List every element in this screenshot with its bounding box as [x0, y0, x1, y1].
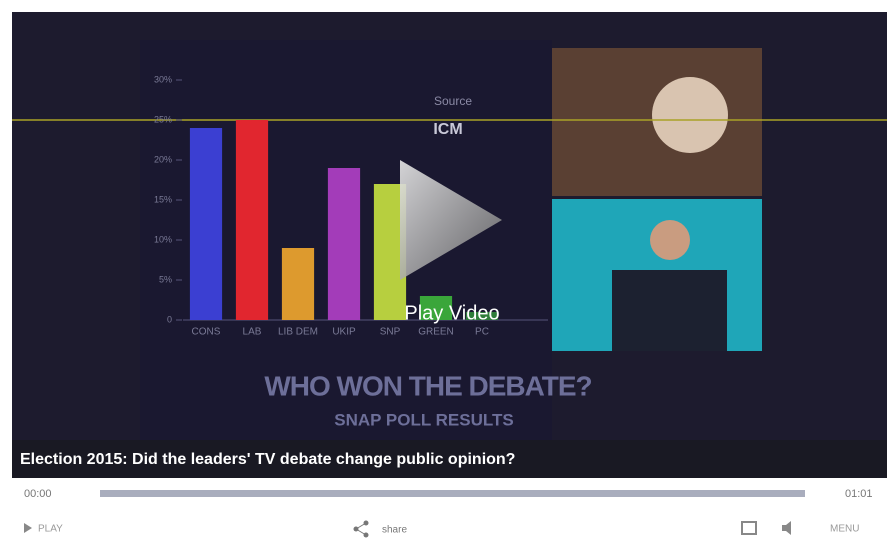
y-tick-label: 15% [154, 194, 172, 204]
x-tick-label: CONS [192, 327, 221, 338]
y-tick-label: 30% [154, 74, 172, 84]
bar [465, 312, 499, 320]
headline: WHO WON THE DEBATE? [264, 370, 591, 401]
fullscreen-button[interactable] [741, 521, 757, 535]
progress-bar[interactable] [100, 490, 805, 497]
bar [235, 120, 269, 320]
bar [189, 128, 223, 320]
y-tick-label: 10% [154, 234, 172, 244]
caption: Election 2015: Did the leaders' TV debat… [20, 451, 515, 468]
play-button[interactable]: PLAY [38, 524, 63, 535]
leader-body [612, 270, 727, 351]
bar [281, 248, 315, 320]
x-tick-label: GREEN [418, 327, 454, 338]
y-tick-label: 0 [167, 314, 172, 324]
volume-button[interactable] [782, 521, 791, 535]
bar [327, 168, 361, 320]
leader-head [650, 220, 690, 260]
caption-bar [12, 440, 887, 478]
subheadline: SNAP POLL RESULTS [334, 410, 513, 429]
y-tick-label: 25% [154, 114, 172, 124]
speaker-head [652, 77, 728, 153]
share-icon[interactable] [353, 520, 369, 538]
play-button-icon[interactable] [24, 523, 32, 533]
play-icon[interactable] [400, 160, 502, 280]
menu-button[interactable]: MENU [830, 524, 859, 535]
x-tick-label: PC [475, 327, 489, 338]
duration: 01:01 [845, 488, 873, 500]
share-button[interactable]: share [382, 525, 407, 536]
source: ICM [433, 121, 462, 138]
x-tick-label: LAB [243, 327, 262, 338]
x-tick-label: SNP [380, 327, 401, 338]
y-tick-label: 5% [159, 274, 172, 284]
current-time: 00:00 [24, 488, 52, 500]
source-label: Source [434, 94, 472, 108]
bar [419, 296, 453, 320]
x-tick-label: UKIP [332, 327, 356, 338]
y-tick-label: 20% [154, 154, 172, 164]
x-tick-label: LIB DEM [278, 327, 318, 338]
play-video-label[interactable]: Play Video [404, 302, 499, 324]
